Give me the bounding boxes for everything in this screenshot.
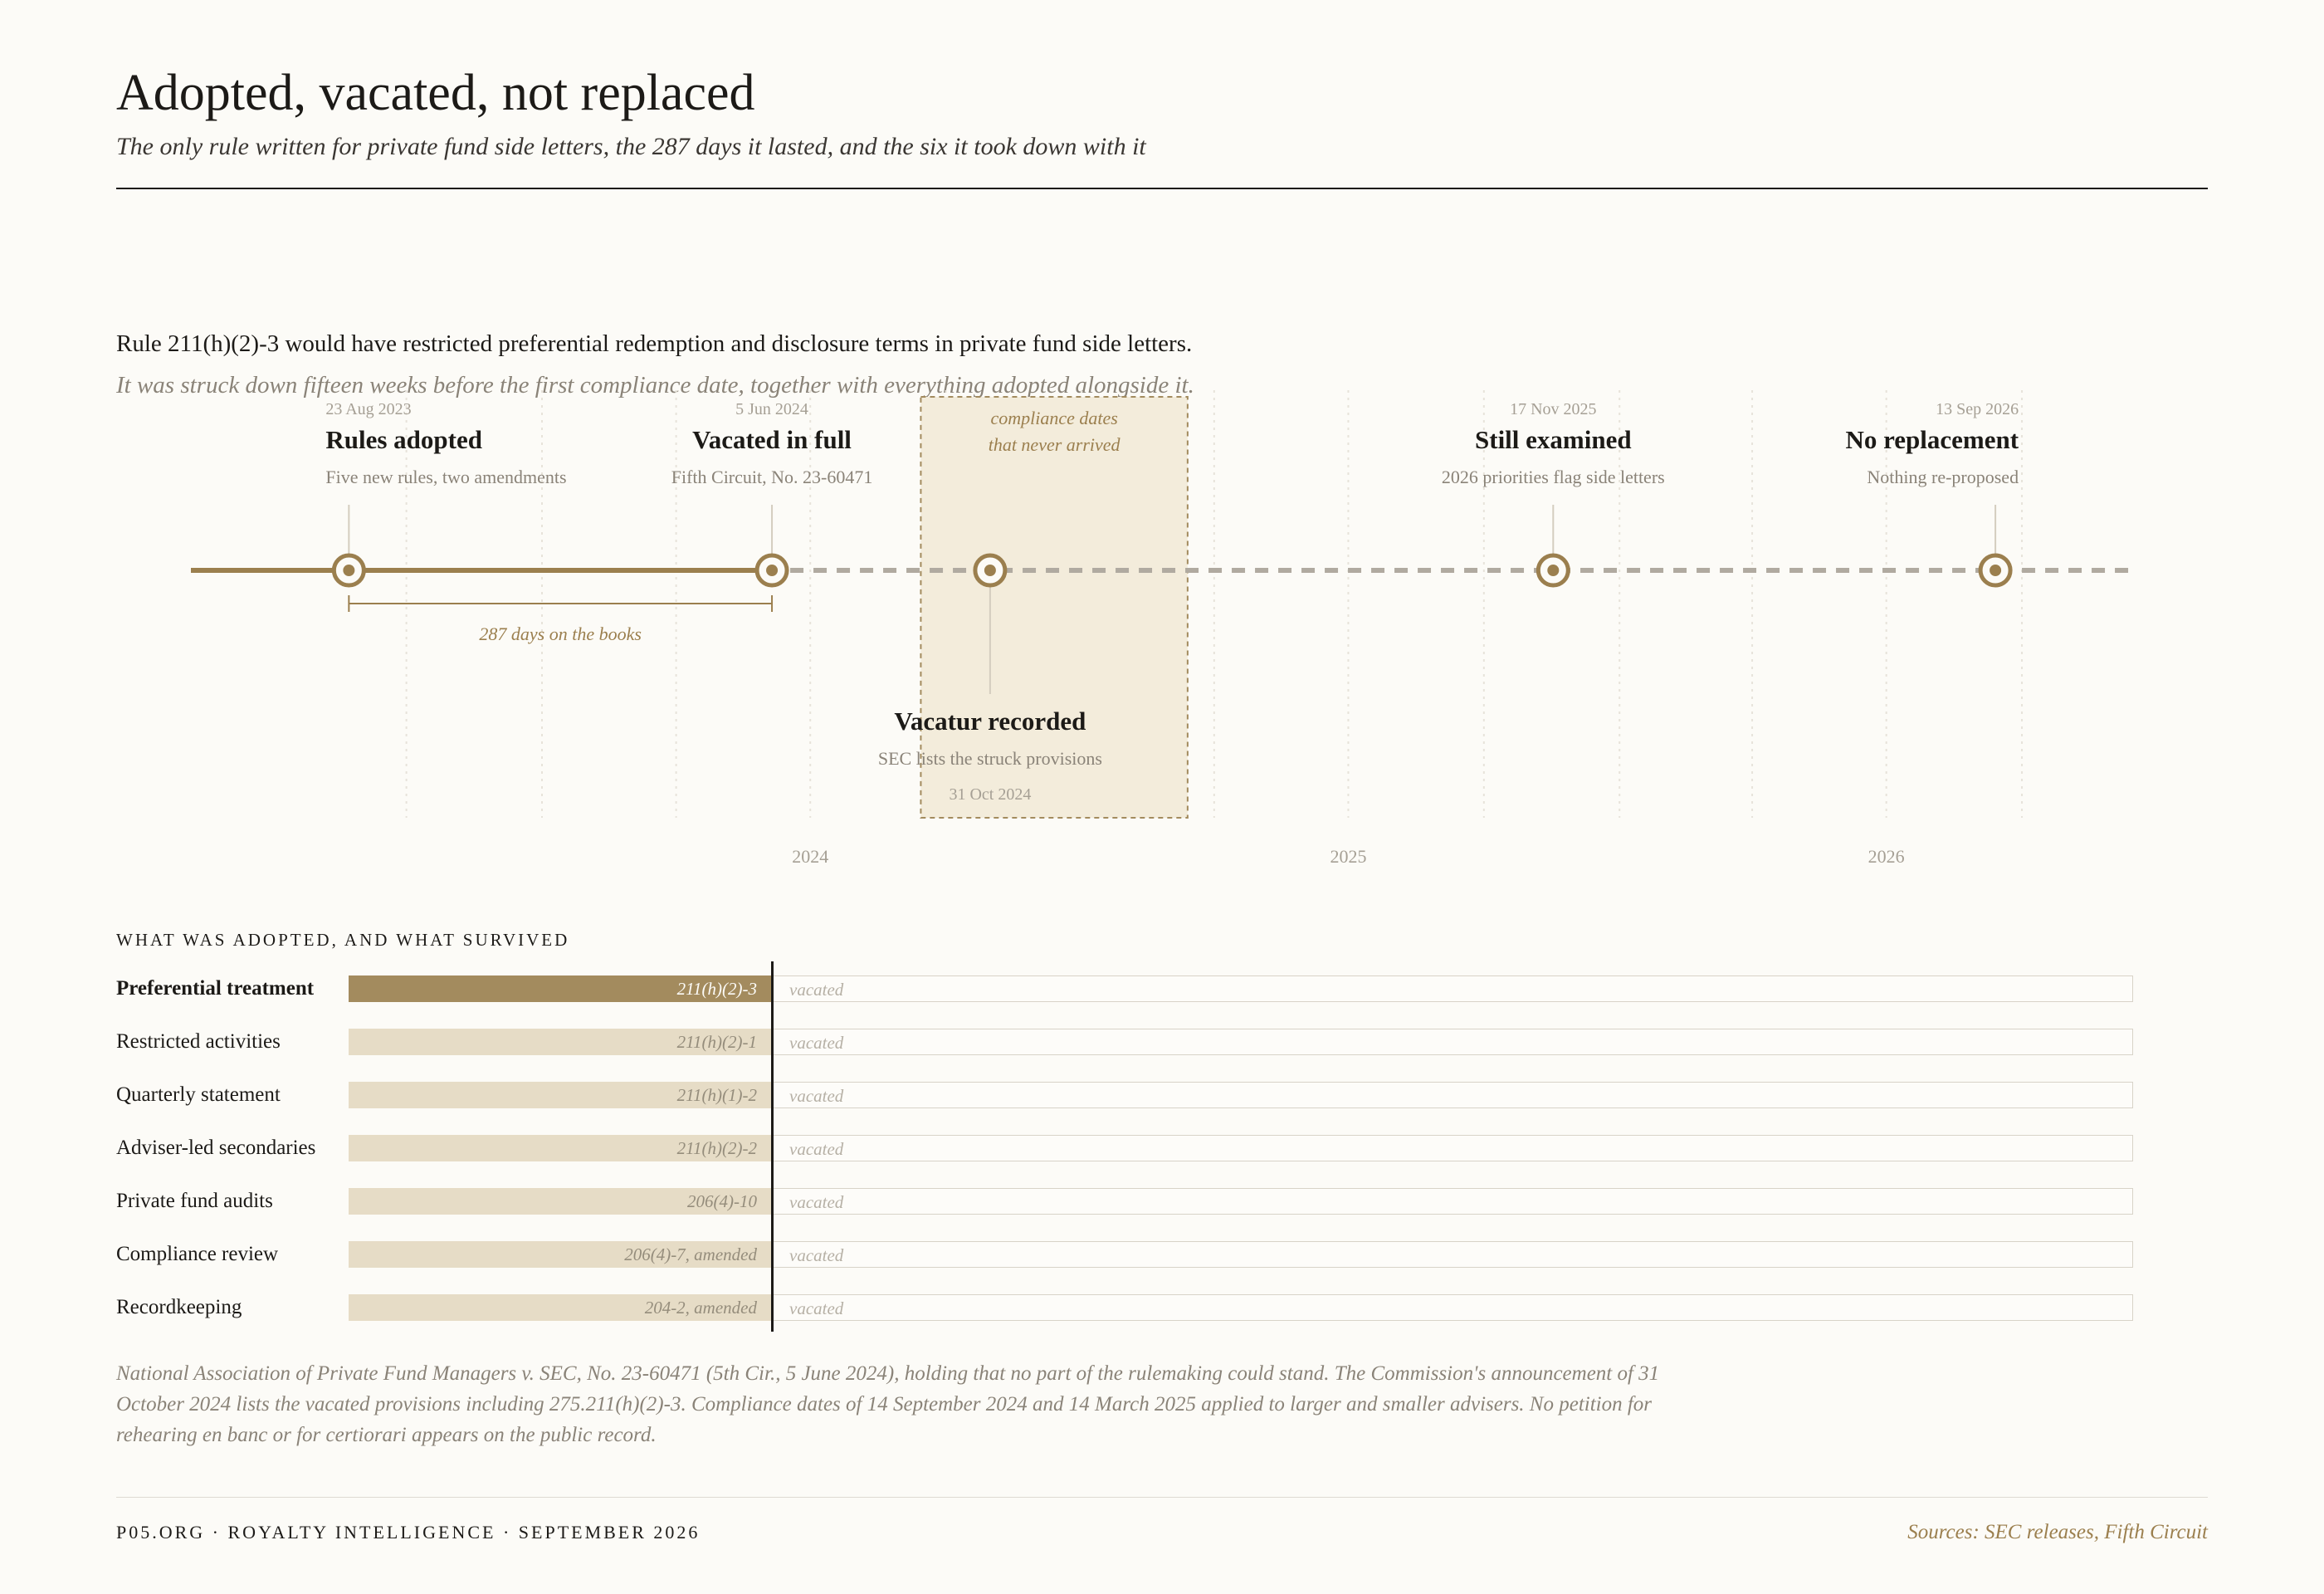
event-date: 5 Jun 2024 [735,400,808,418]
timeline-chart: compliance dates that never arrived 287 … [191,390,2133,867]
provision-survival-track: vacated [772,1082,2133,1108]
timeline-event: 13 Sep 2026 No replacement Nothing re-prop… [1845,400,2019,588]
header-rule [116,188,2208,189]
timeline-events: 23 Aug 2023 Rules adopted Five new rules, … [325,400,2019,804]
timeline-event: 23 Aug 2023 Rules adopted Five new rules, … [325,400,567,588]
provision-adopted-bar: 211(h)(1)-2 [349,1082,772,1108]
event-description: 2026 priorities flag side letters [1442,467,1665,487]
timeline-year-labels: 2024 2025 2026 [792,846,1904,867]
compliance-window-label-line2: that never arrived [989,434,1121,455]
event-date: 17 Nov 2025 [1510,400,1596,418]
page-title: Adopted, vacated, not replaced [116,65,755,121]
event-description: SEC lists the struck provisions [878,748,1102,769]
provision-adopted-bar: 206(4)-10 [349,1188,772,1215]
event-headline: No replacement [1845,425,2019,454]
footer-credit: P05.ORG · ROYALTY INTELLIGENCE · SEPTEMB… [116,1522,701,1543]
vacatur-divider [771,961,774,1332]
event-headline: Rules adopted [325,425,482,454]
provision-code: 211(h)(2)-1 [676,1032,757,1052]
page-subtitle: The only rule written for private fund s… [116,133,1146,160]
provision-adopted-bar: 206(4)-7, amended [349,1241,772,1268]
provision-status: vacated [789,1086,844,1106]
provision-adopted-bar: 204-2, amended [349,1294,772,1321]
event-marker-dot [1547,565,1560,576]
provision-name: Adviser-led secondaries [116,1137,316,1159]
lede-statement: Rule 211(h)(2)-3 would have restricted p… [116,330,1193,357]
provision-name: Restricted activities [116,1030,281,1053]
event-marker-dot [1990,565,2002,576]
provision-survival-track: vacated [772,1135,2133,1161]
provision-adopted-bar: 211(h)(2)-3 [349,975,772,1002]
provision-code: 211(h)(1)-2 [676,1085,757,1105]
provision-status: vacated [789,1298,844,1318]
provision-code: 206(4)-7, amended [624,1244,757,1264]
provision-status: vacated [789,1245,844,1265]
lede-kicker: It was struck down fifteen weeks before … [116,372,1194,398]
provision-code: 204-2, amended [644,1298,757,1318]
provision-survival-track: vacated [772,975,2133,1002]
provision-name: Private fund audits [116,1190,273,1212]
event-headline: Still examined [1475,425,1632,454]
provision-code: 211(h)(2)-3 [676,979,757,999]
year-label: 2026 [1868,846,1905,867]
provision-code: 206(4)-10 [687,1191,757,1211]
in-force-span-bracket [348,595,774,612]
year-label: 2024 [792,846,828,867]
year-label: 2025 [1330,846,1366,867]
event-date: 13 Sep 2026 [1936,400,2019,418]
event-marker-dot [984,565,996,576]
provision-status: vacated [789,1033,844,1053]
provisions-heading: WHAT WAS ADOPTED, AND WHAT SURVIVED [116,930,570,950]
provision-name: Compliance review [116,1243,279,1265]
event-marker-dot [766,565,779,576]
compliance-window-label-line1: compliance dates [990,408,1117,428]
event-date: 23 Aug 2023 [325,400,411,418]
event-headline: Vacated in full [692,425,852,454]
footnote: National Association of Private Fund Man… [116,1362,1660,1446]
provision-name: Preferential treatment [116,977,315,1000]
event-date: 31 Oct 2024 [949,785,1031,804]
provision-name: Recordkeeping [116,1296,242,1318]
provision-survival-track: vacated [772,1241,2133,1268]
provision-adopted-bar: 211(h)(2)-1 [349,1029,772,1055]
event-marker-dot [343,565,355,576]
in-force-span-label: 287 days on the books [479,623,642,644]
event-description: Five new rules, two amendments [325,467,566,487]
provision-survival-track: vacated [772,1188,2133,1215]
provision-status: vacated [789,1192,844,1212]
provision-survival-track: vacated [772,1029,2133,1055]
timeline-event: Vacatur recorded SEC lists the struck pro… [878,553,1102,804]
event-description: Fifth Circuit, No. 23-60471 [671,467,873,487]
provision-survival-track: vacated [772,1294,2133,1321]
timeline-event: 17 Nov 2025 Still examined 2026 priorities… [1442,400,1665,588]
footer-rule [116,1497,2208,1498]
provision-status: vacated [789,1139,844,1159]
provision-name: Quarterly statement [116,1083,281,1106]
timeline-event: 5 Jun 2024 Vacated in full Fifth Circuit, … [671,400,873,588]
footer-sources: Sources: SEC releases, Fifth Circuit [1907,1521,2208,1543]
event-headline: Vacatur recorded [894,707,1086,736]
provision-adopted-bar: 211(h)(2)-2 [349,1135,772,1161]
event-description: Nothing re-proposed [1867,467,2019,487]
provision-status: vacated [789,980,844,1000]
compliance-window [920,396,1189,819]
provision-code: 211(h)(2)-2 [676,1138,757,1158]
